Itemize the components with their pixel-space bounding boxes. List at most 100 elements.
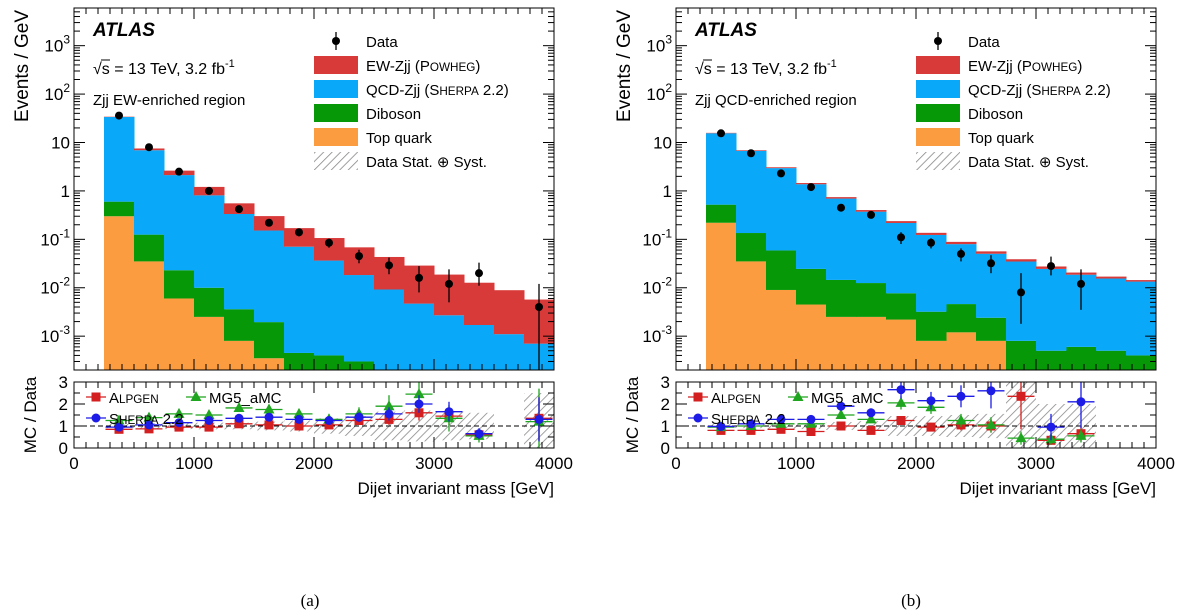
bar-top bbox=[976, 340, 1007, 370]
ratio-marker-sherpa bbox=[986, 386, 996, 396]
ratio-marker-alpgen bbox=[746, 425, 756, 435]
x-axis-title: Dijet invariant mass [GeV] bbox=[357, 479, 554, 498]
ratio-marker-mg5 bbox=[985, 418, 997, 429]
y-tick-label: 10-3 bbox=[40, 323, 70, 346]
ratio-marker-sherpa bbox=[866, 408, 876, 418]
x-tick-label: 2000 bbox=[897, 454, 935, 473]
ratio-y-tick-label: 0 bbox=[59, 439, 68, 458]
bar-qcd bbox=[134, 150, 165, 235]
ratio-marker-mg5 bbox=[113, 414, 125, 425]
ratio-marker-mg5 bbox=[293, 407, 305, 418]
ratio-marker-mg5 bbox=[895, 396, 907, 407]
ratio-y-tick-label: 1 bbox=[59, 417, 68, 436]
bar-diboson bbox=[736, 233, 767, 262]
ratio-y-tick-label: 1 bbox=[661, 417, 670, 436]
y-tick-label: 103 bbox=[44, 33, 70, 56]
legend-label: Data bbox=[968, 34, 1000, 51]
bar-top bbox=[254, 358, 285, 370]
ratio-y-axis-title: MC / Data bbox=[623, 376, 642, 453]
bar-ew bbox=[886, 221, 917, 223]
ratio-legend-label: MG5_aMC bbox=[811, 390, 884, 407]
ratio-legend-label: SHERPA 2.2 bbox=[109, 411, 183, 428]
legend-label: QCD-Zjj (SHERPA 2.2) bbox=[366, 82, 509, 99]
bar-ew bbox=[314, 238, 345, 261]
bar-qcd bbox=[314, 260, 345, 356]
bar-diboson bbox=[976, 317, 1007, 341]
ratio-marker-sherpa bbox=[144, 420, 154, 430]
bar-diboson bbox=[284, 352, 315, 370]
data-point bbox=[1017, 288, 1025, 297]
x-tick-label: 4000 bbox=[1137, 454, 1175, 473]
y-tick-label: 10-2 bbox=[642, 275, 672, 298]
data-point bbox=[777, 169, 785, 178]
ratio-marker-alpgen bbox=[234, 419, 244, 429]
bar-diboson bbox=[916, 311, 947, 341]
ratio-marker-sherpa bbox=[776, 414, 786, 424]
legend-swatch-ew bbox=[314, 56, 358, 74]
atlas-label: ATLAS bbox=[92, 20, 155, 41]
x-tick-label: 3000 bbox=[415, 454, 453, 473]
ratio-marker-sherpa bbox=[114, 422, 124, 432]
data-point bbox=[265, 218, 273, 227]
ratio-marker-alpgen bbox=[836, 421, 846, 431]
bar-diboson bbox=[1036, 350, 1067, 370]
data-point bbox=[175, 167, 183, 176]
legend-swatch-syst bbox=[314, 152, 358, 170]
data-point bbox=[355, 252, 363, 261]
ratio-marker-sherpa bbox=[414, 399, 424, 409]
bar-qcd bbox=[856, 211, 887, 284]
ratio-legend-marker-sherpa bbox=[91, 413, 101, 423]
legend-label: Top quark bbox=[366, 130, 432, 147]
data-point bbox=[747, 149, 755, 158]
ratio-marker-alpgen bbox=[1016, 391, 1026, 401]
data-point bbox=[867, 210, 875, 219]
ratio-legend-marker-mg5 bbox=[792, 391, 804, 401]
bar-qcd bbox=[826, 198, 857, 280]
ratio-legend: ALPGEN MG5_aMC SHERPA 2.2 bbox=[688, 390, 884, 428]
bar-qcd bbox=[1126, 281, 1156, 356]
bar-top bbox=[916, 340, 947, 370]
bar-ew bbox=[916, 232, 947, 235]
ratio-marker-alpgen bbox=[294, 421, 304, 431]
ratio-legend-marker-alpgen bbox=[91, 392, 101, 402]
bar-top bbox=[224, 340, 255, 370]
y-tick-label: 10-1 bbox=[642, 226, 672, 249]
legend-label: Top quark bbox=[968, 130, 1034, 147]
ratio-marker-sherpa bbox=[324, 416, 334, 425]
ratio-marker-mg5 bbox=[955, 414, 967, 425]
energy-label: √s = 13 TeV, 3.2 fb-1 bbox=[695, 58, 837, 78]
y-tick-label: 10-2 bbox=[40, 275, 70, 298]
ratio-legend-marker-sherpa bbox=[693, 413, 703, 423]
bar-qcd bbox=[494, 334, 525, 370]
ratio-marker-sherpa bbox=[384, 409, 394, 419]
legend-swatch-qcd bbox=[314, 80, 358, 98]
ratio-marker-sherpa bbox=[716, 421, 726, 431]
x-tick-label: 0 bbox=[671, 454, 680, 473]
bar-ew bbox=[1096, 276, 1127, 279]
energy-label: √s = 13 TeV, 3.2 fb-1 bbox=[93, 58, 235, 78]
bar-top bbox=[706, 222, 737, 370]
data-point bbox=[475, 269, 483, 278]
bar-ew bbox=[766, 167, 797, 169]
bar-diboson bbox=[886, 293, 917, 320]
data-point bbox=[897, 233, 905, 242]
legend-swatch-diboson bbox=[314, 104, 358, 122]
ratio-legend-marker-mg5 bbox=[190, 391, 202, 401]
bar-diboson bbox=[134, 234, 165, 262]
ratio-marker-mg5 bbox=[835, 409, 847, 419]
bar-qcd bbox=[344, 275, 375, 362]
bar-qcd bbox=[284, 246, 315, 353]
ratio-marker-alpgen bbox=[776, 424, 786, 434]
legend: Data EW-Zjj (POWHEG) QCD-Zjj (SHERPA 2.2) D… bbox=[314, 32, 509, 171]
region-label: Zjj QCD-enriched region bbox=[695, 92, 857, 109]
bar-qcd bbox=[164, 175, 195, 271]
ratio-marker-sherpa bbox=[746, 419, 756, 429]
bar-ew bbox=[1006, 259, 1037, 262]
ratio-marker-mg5 bbox=[143, 411, 155, 422]
bar-diboson bbox=[796, 268, 827, 305]
bar-qcd bbox=[766, 168, 797, 251]
ratio-marker-mg5 bbox=[865, 413, 877, 424]
legend-swatch-top bbox=[916, 128, 960, 146]
